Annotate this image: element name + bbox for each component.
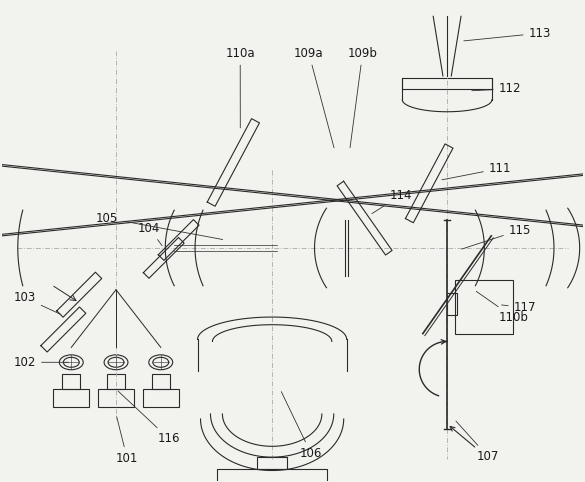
Bar: [447, 293, 457, 315]
Text: 116: 116: [118, 391, 180, 445]
Bar: [455, 280, 512, 335]
Bar: [152, 374, 170, 389]
Text: 102: 102: [13, 356, 68, 369]
Text: 109a: 109a: [294, 47, 334, 148]
Bar: [143, 389, 178, 407]
Bar: [107, 374, 125, 389]
Text: 114: 114: [372, 189, 412, 214]
Text: 104: 104: [138, 222, 162, 246]
Text: 106: 106: [281, 392, 322, 460]
Text: 109b: 109b: [347, 47, 377, 148]
Bar: [257, 457, 287, 469]
Text: 107: 107: [456, 421, 500, 463]
Bar: [63, 374, 80, 389]
Text: 112: 112: [472, 82, 521, 95]
Bar: [98, 389, 134, 407]
Bar: [402, 78, 492, 89]
Text: 113: 113: [464, 27, 551, 41]
Text: 111: 111: [442, 162, 511, 180]
Text: 110b: 110b: [476, 291, 529, 324]
Text: 115: 115: [462, 224, 531, 249]
Text: 105: 105: [96, 212, 223, 240]
Text: 110a: 110a: [225, 47, 255, 128]
Text: 101: 101: [116, 417, 139, 465]
Bar: [53, 389, 89, 407]
Text: 103: 103: [13, 291, 61, 314]
Text: 117: 117: [501, 301, 536, 314]
Bar: [218, 469, 327, 482]
